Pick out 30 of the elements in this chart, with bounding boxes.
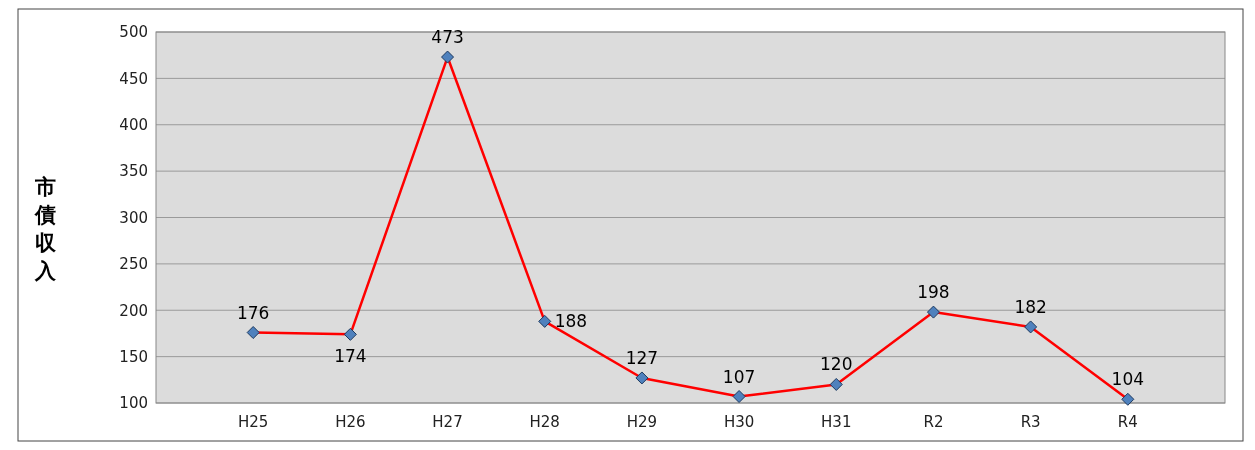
data-label: 473 bbox=[431, 27, 464, 48]
x-tick-label: H29 bbox=[626, 413, 658, 431]
x-tick-label: R2 bbox=[923, 413, 944, 431]
data-label: 104 bbox=[1111, 369, 1145, 390]
x-tick-label: H25 bbox=[237, 413, 269, 431]
y-tick-label: 250 bbox=[119, 255, 148, 274]
y-tick-label: 300 bbox=[119, 208, 148, 227]
y-tick-label: 200 bbox=[119, 301, 148, 320]
x-tick-label: H30 bbox=[723, 413, 755, 431]
data-label: 198 bbox=[917, 282, 950, 303]
y-tick-label: 350 bbox=[119, 162, 148, 181]
data-label: 127 bbox=[625, 347, 659, 368]
x-tick-label: H28 bbox=[529, 413, 560, 431]
x-tick-label: H31 bbox=[821, 413, 852, 431]
y-axis-title: 市債収入 bbox=[33, 175, 57, 283]
data-label: 188 bbox=[554, 311, 588, 332]
y-tick-label: 500 bbox=[119, 23, 148, 42]
y-tick-label: 150 bbox=[119, 347, 148, 366]
data-label: 182 bbox=[1014, 296, 1047, 317]
x-tick-label: R3 bbox=[1020, 413, 1041, 431]
data-label: 107 bbox=[722, 366, 756, 387]
x-tick-label: H26 bbox=[335, 413, 366, 431]
data-label: 176 bbox=[236, 302, 270, 323]
y-tick-label: 400 bbox=[119, 116, 148, 134]
x-tick-label: H27 bbox=[432, 413, 463, 431]
data-label: 120 bbox=[820, 354, 853, 375]
y-tick-label: 450 bbox=[119, 69, 148, 88]
data-label: 174 bbox=[334, 346, 367, 367]
x-tick-label: R4 bbox=[1117, 413, 1138, 431]
y-tick-label: 100 bbox=[119, 394, 148, 413]
